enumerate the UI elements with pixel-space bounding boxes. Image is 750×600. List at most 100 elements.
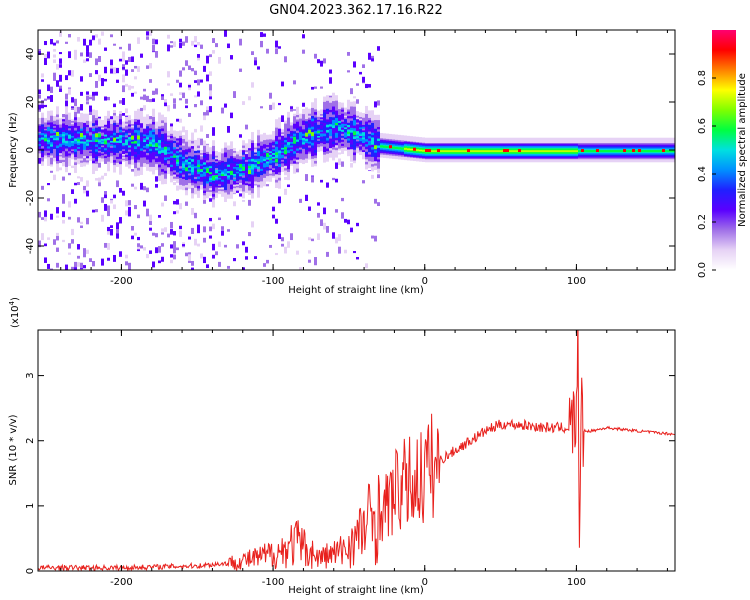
spectrogram-cell [317, 125, 320, 129]
spectrogram-cell [335, 114, 338, 118]
spectrogram-cell [356, 151, 359, 155]
spectrogram-cell [167, 83, 170, 86]
spectrogram-cell [188, 65, 191, 70]
spectrogram-cell [59, 145, 62, 149]
spectrogram-cell [44, 143, 47, 147]
spectrogram-cell [95, 139, 98, 143]
spectrogram-cell [107, 129, 110, 133]
spectrogram-cell [53, 140, 56, 144]
spectrogram-cell [59, 127, 62, 131]
spectrogram-cell [323, 138, 326, 142]
spectrogram-cell [350, 105, 353, 109]
spectrogram-cell [236, 151, 239, 155]
spectrogram-cell [83, 250, 86, 258]
spectrogram-cell [146, 125, 149, 129]
spectrogram-cell [377, 149, 380, 153]
spectrogram-cell [278, 196, 281, 204]
spectrogram-cell [347, 117, 350, 121]
spectrogram-cell [119, 153, 122, 157]
spectrogram-cell [248, 138, 251, 142]
spectrogram-cell [38, 141, 41, 145]
spectrogram-cell [134, 154, 137, 158]
spectrogram-cell [38, 142, 41, 146]
spectrogram-cell [212, 176, 216, 181]
spectrogram-cell [155, 153, 158, 157]
spectrogram-cell [200, 156, 203, 160]
spectrogram-cell [65, 124, 68, 128]
spectrogram-cell [212, 148, 215, 152]
spectrogram-cell [173, 163, 176, 167]
spectrogram-cell [245, 160, 248, 164]
spectrogram-cell [365, 108, 368, 112]
spectrogram-cell [284, 158, 287, 162]
spectrogram-cell [329, 135, 332, 139]
spectrogram-cell [266, 176, 269, 180]
spectrogram-cell [362, 125, 365, 129]
spectrogram-cell [239, 176, 242, 180]
spectrogram-cell [221, 152, 224, 156]
spectrogram-cell [92, 136, 95, 140]
spectrogram-cell [176, 177, 179, 181]
spectrogram-cell [191, 140, 194, 144]
spectrogram-cell [317, 110, 320, 114]
spectrogram-cell [263, 149, 266, 153]
spectrogram-cell [125, 148, 128, 152]
spectrogram-cell [134, 110, 137, 114]
spectrogram-cell [257, 176, 260, 180]
spectrogram-cell [215, 180, 218, 184]
spectrogram-cell [206, 106, 209, 111]
spectrogram-cell [83, 144, 86, 148]
spectrogram-cell [335, 134, 338, 138]
spectrogram-cell [278, 133, 281, 137]
spectrogram-cell [164, 167, 167, 171]
spectrogram-cell [71, 124, 74, 128]
spectrogram-cell [473, 137, 476, 141]
spectrogram-cell [263, 263, 266, 267]
spectrogram-cell [128, 262, 131, 269]
spectrogram-cell [509, 137, 512, 141]
spectrogram-cell [131, 120, 134, 124]
spectrogram-cell [113, 159, 116, 163]
spectrogram-cell [107, 205, 110, 211]
spectrogram-cell [206, 165, 209, 169]
spectrogram-cell [341, 148, 344, 152]
spectrogram-cell [179, 158, 182, 162]
spectrogram-cell [59, 167, 62, 171]
spectrogram-cell [365, 123, 368, 127]
spectrogram-cell [368, 167, 371, 171]
spectrogram-cell [125, 157, 128, 161]
spectrogram-cell [107, 210, 110, 217]
spectrogram-cell [143, 146, 146, 150]
spectrogram-cell [104, 160, 107, 164]
spectrogram-cell [320, 122, 323, 126]
spectrogram-cell [359, 148, 362, 152]
spectrogram-cell [149, 134, 152, 138]
spectrogram-cell [218, 166, 221, 170]
spectrogram-cell [239, 68, 242, 72]
spectrogram-cell [98, 159, 101, 163]
spectrogram-cell [290, 126, 293, 130]
spectrogram-cell [344, 141, 347, 145]
spectrogram-cell [89, 126, 92, 130]
spectrogram-cell [329, 99, 332, 103]
spectrogram-cell [242, 197, 245, 201]
spectrogram-cell [179, 42, 182, 49]
spectrogram-cell [305, 137, 308, 141]
spectrogram-cell [287, 133, 290, 137]
spectrogram-cell [359, 120, 362, 124]
spectrogram-cell [47, 126, 50, 130]
spectrogram-cell [218, 182, 221, 186]
spectrogram-cell [209, 149, 212, 153]
spectrogram-cell [101, 31, 104, 36]
spectrogram-cell [122, 152, 125, 156]
spectrogram-cell [158, 158, 161, 162]
spectrogram-cell [56, 80, 59, 87]
spectrogram-cell [128, 150, 131, 154]
spectrogram-cell [377, 174, 380, 179]
spectrogram-cell [254, 144, 257, 148]
spectrogram-cell [167, 164, 170, 168]
spectrogram-cell [341, 197, 344, 202]
spectrogram-cell [224, 30, 227, 37]
spectrogram-cell [215, 161, 218, 165]
spectrogram-cell [308, 129, 312, 134]
